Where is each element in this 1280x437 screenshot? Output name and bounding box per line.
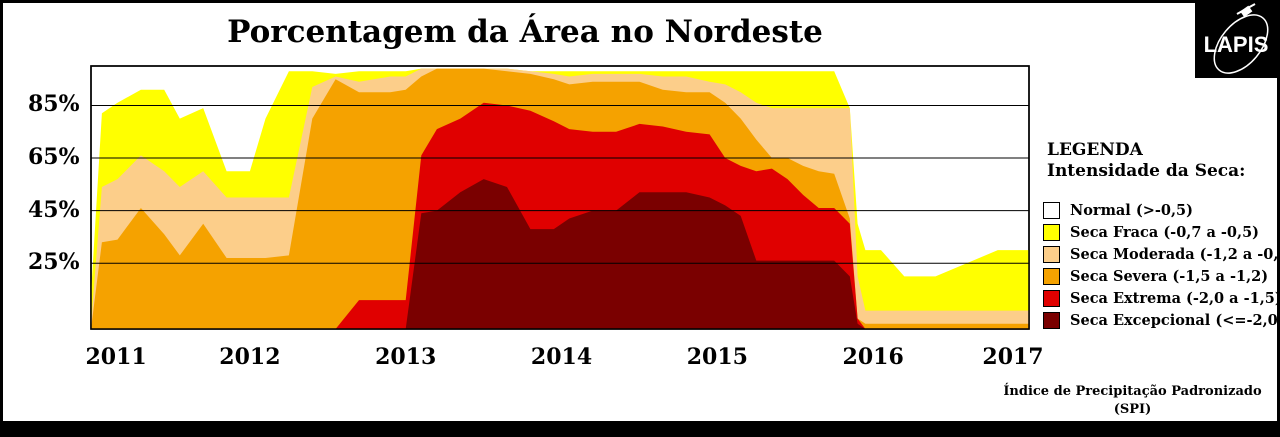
legend-swatch [1043,267,1060,285]
legend-swatch [1043,311,1060,329]
legend-label: Seca Excepcional (<=-2,0) [1070,311,1280,329]
legend-swatch [1043,201,1060,219]
x-tick-label: 2016 [842,344,904,370]
y-tick-label: 85% [28,91,80,118]
y-tick-label: 65% [28,144,80,171]
x-tick-label: 2015 [686,344,748,370]
area-series-1 [91,179,1029,329]
legend-label: Seca Severa (-1,5 a -1,2) [1070,267,1269,285]
legend-swatch [1043,289,1060,307]
legend-swatch [1043,245,1060,263]
chart-title: Porcentagem da Área no Nordeste [227,14,823,50]
legend-item: Seca Extrema (-2,0 a -1,5) [1043,288,1280,308]
legend-item: Seca Severa (-1,5 a -1,2) [1043,266,1268,286]
legend-item: Seca Fraca (-0,7 a -0,5) [1043,222,1259,242]
legend-heading: LEGENDA [1047,140,1143,160]
x-tick-label: 2013 [375,344,437,370]
y-tick-label: 45% [28,196,80,223]
logo-text: LAPIS [1204,32,1269,57]
y-tick-label: 25% [28,249,80,276]
source-index: Índice de Precipitação Padronizado (SPI) [1003,384,1262,417]
legend-label: Normal (>-0,5) [1070,201,1193,219]
legend-item: Normal (>-0,5) [1043,200,1193,220]
legend-label: Seca Moderada (-1,2 a -0,7) [1070,245,1280,263]
x-tick-label: 2017 [982,344,1044,370]
legend-label: Seca Fraca (-0,7 a -0,5) [1070,223,1260,241]
legend-subtitle: Intensidade da Seca: [1047,161,1246,181]
satellite-icon: LAPIS [1204,3,1269,74]
lapis-logo: LAPIS [1195,0,1277,78]
legend-title: LEGENDA Intensidade da Seca: [1047,140,1245,182]
x-tick-label: 2014 [530,344,593,370]
legend-label: Seca Extrema (-2,0 a -1,5) [1070,289,1280,307]
plot-border [90,65,1030,330]
plot-area [90,65,1030,330]
legend-item: Seca Moderada (-1,2 a -0,7) [1043,244,1280,264]
legend-swatch [1043,223,1060,241]
legend-item: Seca Excepcional (<=-2,0) [1043,310,1280,330]
x-tick-label: 2012 [219,344,281,370]
x-tick-label: 2011 [85,344,147,370]
source-dataset: [Dados CHIRPS] [1072,420,1193,435]
data-source: Índice de Precipitação Padronizado (SPI)… [985,383,1280,437]
